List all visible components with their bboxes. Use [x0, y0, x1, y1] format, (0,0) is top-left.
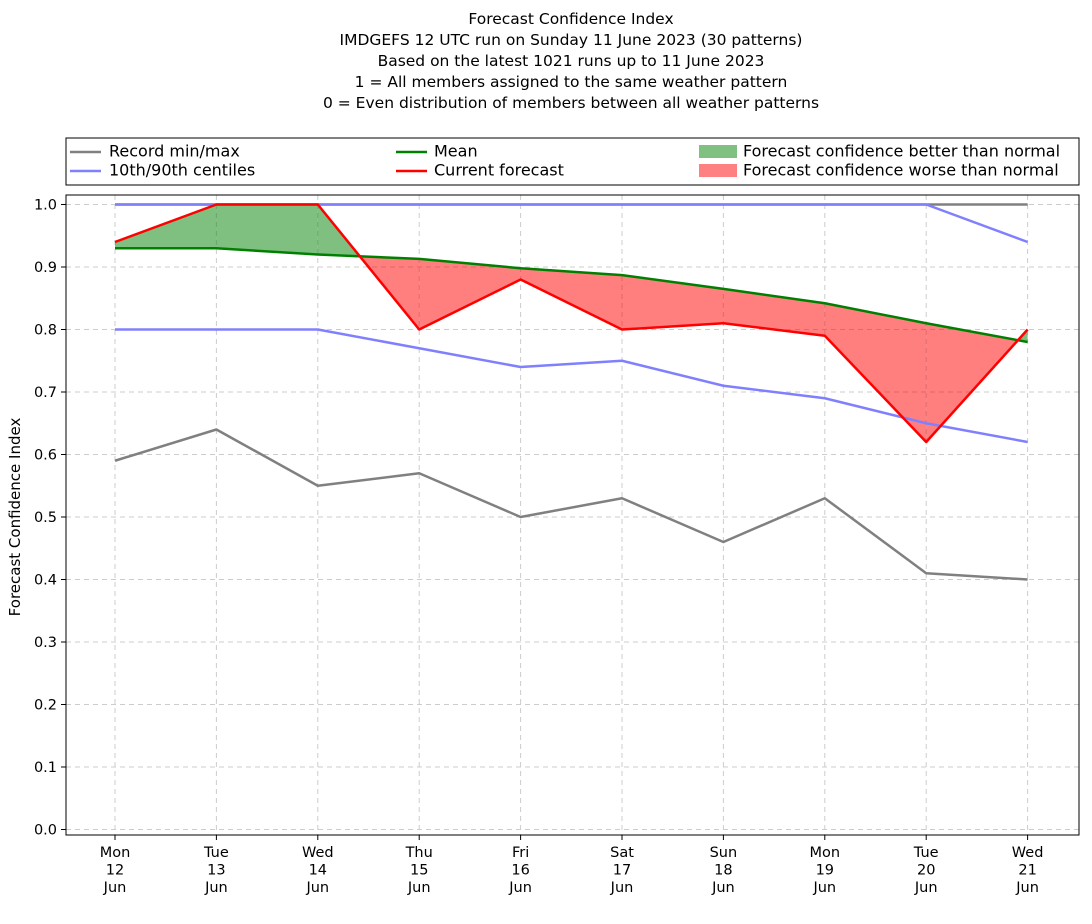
- y-tick-label: 0.3: [34, 635, 57, 651]
- y-tick-label: 0.8: [34, 323, 57, 339]
- title-line-3: Based on the latest 1021 runs up to 11 J…: [378, 52, 765, 70]
- legend-label-record: Record min/max: [109, 142, 240, 161]
- x-tick-label-line: Fri: [512, 845, 529, 861]
- x-tick-label-line: Jun: [407, 880, 431, 896]
- y-tick-label: 0.0: [34, 823, 57, 839]
- x-tick-label: Fri 16 Jun: [508, 845, 532, 896]
- x-tick-label-line: Mon: [100, 845, 131, 861]
- x-tick-label: Wed 21 Jun: [1012, 845, 1044, 896]
- legend-label-better: Forecast confidence better than normal: [743, 142, 1060, 161]
- fill-worse-segment: [520, 268, 622, 330]
- y-tick-label: 0.7: [34, 385, 57, 401]
- legend-frame: [65, 137, 1080, 186]
- x-tick-label-line: Thu: [405, 845, 433, 861]
- x-tick-label-line: 14: [309, 863, 327, 879]
- plot-frame: [65, 194, 1080, 836]
- x-tick-label: Tue 13 Jun: [203, 845, 229, 896]
- fill-worse-segment: [926, 323, 1018, 442]
- x-tick-label-line: Sat: [610, 845, 634, 861]
- x-tick-label: Thu 15 Jun: [405, 845, 433, 896]
- x-tick-label-line: 12: [106, 863, 124, 879]
- y-tick-label: 0.4: [34, 573, 57, 589]
- x-tick-label-line: Jun: [305, 880, 329, 896]
- series-record-min-line: [114, 428, 1028, 581]
- y-tick-label: 1.0: [34, 198, 57, 214]
- title-line-4: 1 = All members assigned to the same wea…: [355, 73, 788, 91]
- x-tick-label-line: Sun: [710, 845, 738, 861]
- chart-title: Forecast Confidence Index IMDGEFS 12 UTC…: [323, 10, 819, 112]
- title-line-1: Forecast Confidence Index: [468, 10, 673, 28]
- x-tick-label-line: Jun: [1015, 880, 1039, 896]
- fill-better-segment: [216, 204, 318, 255]
- x-tick-label-line: Mon: [810, 845, 841, 861]
- legend-label-current: Current forecast: [434, 161, 564, 180]
- series-p10-line: [115, 328, 1028, 444]
- x-tick-label-line: Jun: [914, 880, 938, 896]
- x-tick-label-line: Wed: [302, 845, 334, 861]
- fill-better-segment: [115, 204, 217, 249]
- y-tick-label: 0.6: [34, 448, 57, 464]
- grid: [66, 195, 1079, 835]
- x-tick-label-line: 13: [207, 863, 225, 879]
- x-tick-label-line: 18: [714, 863, 732, 879]
- y-tick-label: 0.2: [34, 698, 57, 714]
- x-tick-label: Sat 17 Jun: [610, 845, 635, 896]
- x-tick-label-line: Tue: [913, 845, 939, 861]
- x-tick-label: Tue 20 Jun: [913, 845, 939, 896]
- legend-label-mean: Mean: [434, 142, 478, 161]
- x-tick-label-line: 17: [613, 863, 631, 879]
- title-line-5: 0 = Even distribution of members between…: [323, 94, 819, 112]
- x-tick-label: Sun 18 Jun: [710, 845, 738, 896]
- y-tick-label: 0.9: [34, 260, 57, 276]
- x-tick-label-line: 16: [511, 863, 529, 879]
- x-tick-label: Wed 14 Jun: [302, 845, 334, 896]
- x-tick-label-line: Jun: [610, 880, 634, 896]
- x-tick-label-line: 15: [410, 863, 428, 879]
- title-line-2: IMDGEFS 12 UTC run on Sunday 11 June 202…: [340, 31, 803, 49]
- x-tick-label: Mon 12 Jun: [100, 845, 131, 896]
- x-tick-label-line: Jun: [812, 880, 836, 896]
- y-axis-label: Forecast Confidence Index: [6, 418, 24, 617]
- legend-swatch-worse: [699, 164, 737, 177]
- x-tick-label-line: 19: [816, 863, 834, 879]
- series-lines: [114, 203, 1029, 581]
- x-tick-label: Mon 19 Jun: [810, 845, 841, 896]
- fill-worse-segment: [824, 303, 927, 442]
- legend-label-centiles: 10th/90th centiles: [109, 161, 255, 180]
- x-tick-label-line: 21: [1018, 863, 1036, 879]
- series-mean-line: [115, 247, 1028, 344]
- x-tick-label-line: 20: [917, 863, 935, 879]
- x-tick-label-line: Tue: [203, 845, 229, 861]
- y-tick-label: 0.5: [34, 510, 57, 526]
- x-tick-label-line: Jun: [103, 880, 127, 896]
- x-tick-label-line: Jun: [711, 880, 735, 896]
- y-tick-label: 0.1: [34, 760, 57, 776]
- legend: Record min/max 10th/90th centiles Mean C…: [65, 137, 1080, 186]
- series-current-line: [114, 203, 1029, 444]
- legend-swatch-better: [699, 145, 737, 158]
- fill-worse-segment: [419, 258, 521, 330]
- legend-label-worse: Forecast confidence worse than normal: [743, 161, 1059, 180]
- x-tick-label-line: Jun: [204, 880, 228, 896]
- y-axis: 0.0 0.1 0.2 0.3 0.4 0.5 0.6 0.7 0.8 0.9 1.0: [34, 198, 66, 839]
- x-tick-label-line: Wed: [1012, 845, 1044, 861]
- x-tick-label-line: Jun: [508, 880, 532, 896]
- fill-worse-segment: [622, 275, 724, 330]
